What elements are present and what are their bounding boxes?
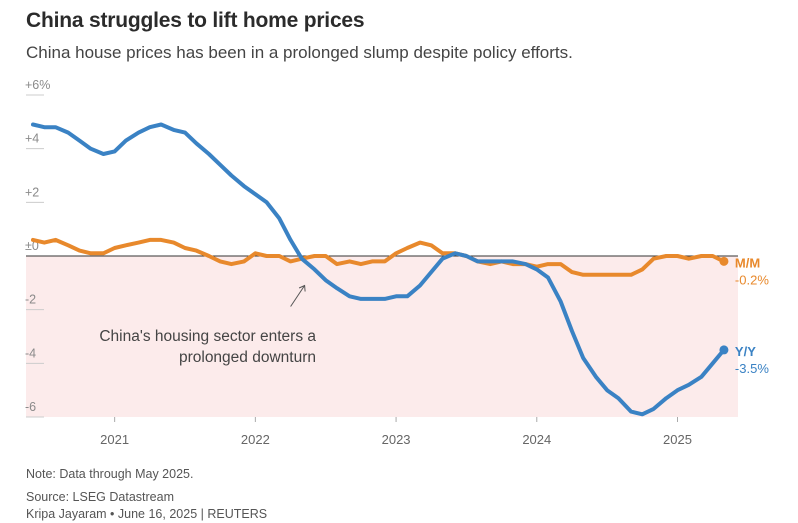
negative-region-shading bbox=[26, 256, 738, 417]
source-line: Source: LSEG Datastream bbox=[26, 490, 174, 504]
x-tick-label: 2025 bbox=[663, 432, 692, 447]
series-line-yy bbox=[31, 122, 726, 417]
series-label-yy: Y/Y bbox=[735, 344, 756, 359]
series-label-mm: M/M bbox=[735, 255, 760, 270]
series-line-mm bbox=[31, 237, 726, 277]
byline: Kripa Jayaram • June 16, 2025 | REUTERS bbox=[26, 507, 268, 521]
chart-subtitle: China house prices has been in a prolong… bbox=[26, 43, 573, 62]
series-value-label-mm: -0.2% bbox=[735, 272, 769, 287]
series-value-label-yy: -3.5% bbox=[735, 361, 769, 376]
annotation-text-line-1: China's housing sector enters a bbox=[99, 328, 316, 345]
footnote: Note: Data through May 2025. bbox=[26, 467, 194, 481]
x-tick-label: 2023 bbox=[382, 432, 411, 447]
chart-title: China struggles to lift home prices bbox=[26, 9, 365, 32]
series-end-point-mm bbox=[719, 256, 729, 266]
x-tick-label: 2024 bbox=[522, 432, 551, 447]
y-tick-label: -2 bbox=[25, 293, 36, 307]
y-tick-label: -4 bbox=[25, 346, 36, 360]
x-tick-label: 2021 bbox=[100, 432, 129, 447]
x-tick-label: 2022 bbox=[241, 432, 270, 447]
series-end-point-yy bbox=[719, 345, 729, 355]
annotation-text-line-2: prolonged downturn bbox=[179, 349, 316, 366]
y-tick-label: +2 bbox=[25, 185, 39, 199]
y-tick-label: +6% bbox=[25, 78, 50, 92]
annotation-arrow-line bbox=[290, 285, 306, 307]
annotation-arrowhead bbox=[298, 284, 306, 292]
y-tick-label: -6 bbox=[25, 400, 36, 414]
y-tick-label: +4 bbox=[25, 132, 39, 146]
